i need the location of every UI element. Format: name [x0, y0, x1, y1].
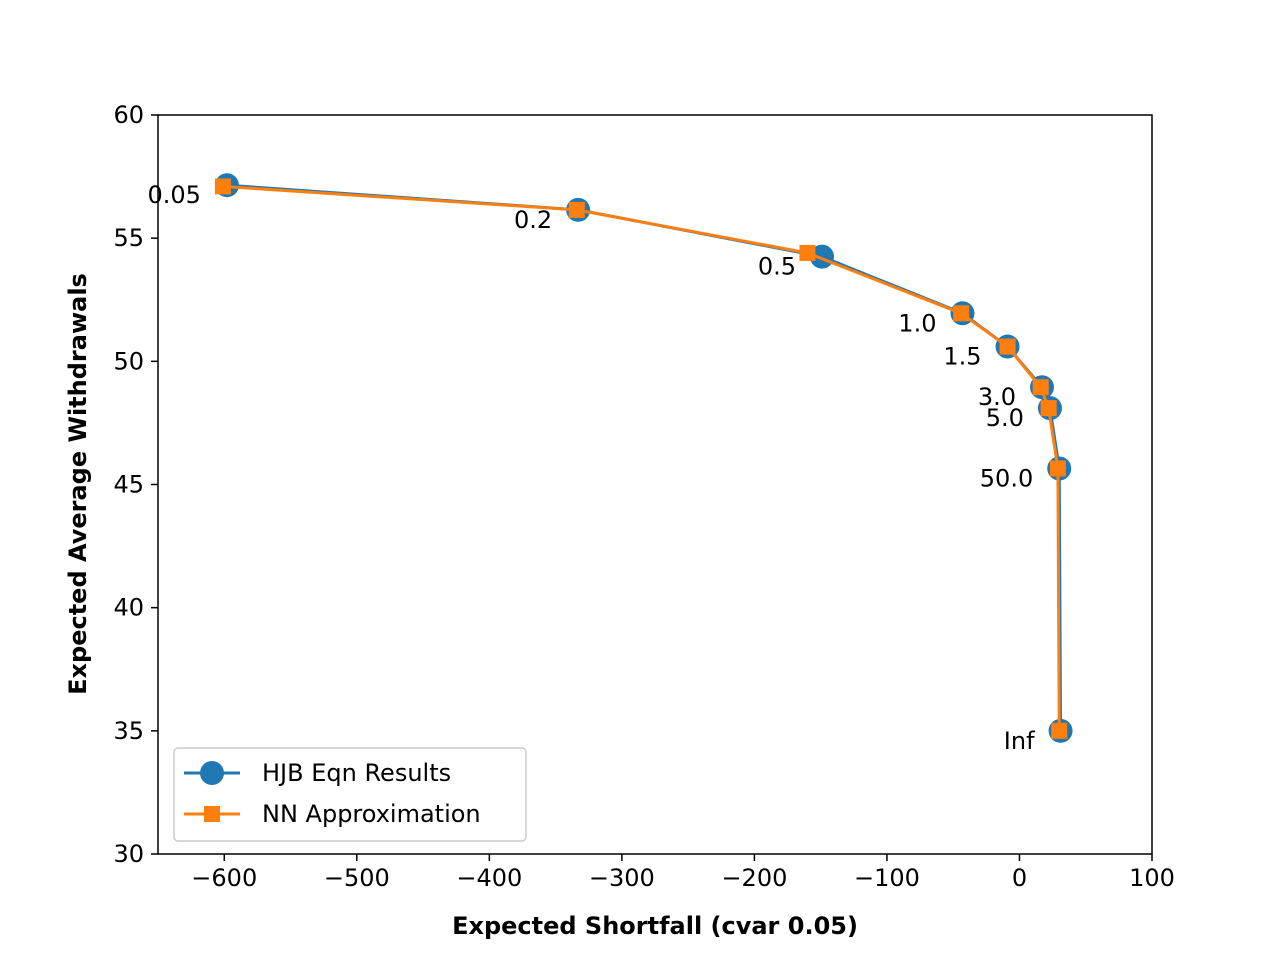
data-point-nn [799, 244, 816, 261]
y-tick-label: 55 [113, 224, 144, 252]
y-axis: 30 35 40 45 50 55 60 [113, 101, 158, 868]
point-annotation: Inf [1004, 727, 1035, 755]
x-tick-label: −300 [589, 864, 655, 892]
data-point-nn [1051, 722, 1068, 739]
x-axis-label: Expected Shortfall (cvar 0.05) [452, 912, 858, 940]
y-axis-label: Expected Average Withdrawals [64, 273, 92, 695]
data-point-nn [953, 305, 970, 322]
x-tick-label: −600 [191, 864, 257, 892]
y-tick-label: 35 [113, 717, 144, 745]
data-point-nn [568, 201, 585, 218]
x-tick-label: −400 [456, 864, 522, 892]
x-axis: −600 −500 −400 −300 −200 −100 0 100 [191, 854, 1175, 892]
x-tick-label: 100 [1129, 864, 1175, 892]
point-annotation: 5.0 [986, 404, 1024, 432]
legend: HJB Eqn Results NN Approximation [173, 747, 527, 842]
point-annotation: 0.5 [758, 253, 796, 281]
plot-background [158, 115, 1152, 854]
y-tick-label: 50 [113, 347, 144, 375]
x-tick-label: −200 [721, 864, 787, 892]
legend-box [173, 747, 527, 842]
point-annotation: 3.0 [978, 383, 1016, 411]
y-tick-label: 60 [113, 101, 144, 129]
point-annotation: 1.0 [898, 309, 936, 337]
x-tick-label: 0 [1012, 864, 1027, 892]
data-point-nn [1049, 460, 1066, 477]
legend-entry-nn: NN Approximation [184, 800, 481, 828]
series-layer [214, 173, 1073, 743]
point-annotation: 0.05 [147, 181, 200, 209]
legend-nn-label: NN Approximation [262, 800, 481, 828]
legend-hjb-label: HJB Eqn Results [262, 759, 451, 787]
point-label-layer: 0.05 0.2 0.5 1.01.5 3.05.0 50.0 Inf [147, 181, 1035, 755]
legend-nn-square-marker [204, 806, 220, 822]
point-annotation: 1.5 [943, 343, 981, 371]
data-point-nn [1032, 379, 1049, 396]
point-annotation: 0.2 [514, 206, 552, 234]
legend-entry-hjb: HJB Eqn Results [184, 759, 451, 787]
x-tick-label: −100 [854, 864, 920, 892]
x-tick-label: −500 [324, 864, 390, 892]
data-point-hjb [809, 244, 834, 269]
y-tick-label: 40 [113, 594, 144, 622]
data-point-nn [214, 178, 231, 195]
point-annotation: 50.0 [980, 464, 1033, 492]
series-nn [214, 178, 1068, 739]
y-tick-label: 45 [113, 471, 144, 499]
data-point-nn [1040, 400, 1057, 417]
y-tick-label: 30 [113, 840, 144, 868]
data-point-nn [999, 338, 1016, 355]
legend-hjb-circle-marker [200, 761, 224, 785]
plot-area: 0.05 0.2 0.5 1.01.5 3.05.0 50.0 Inf [147, 114, 1153, 855]
